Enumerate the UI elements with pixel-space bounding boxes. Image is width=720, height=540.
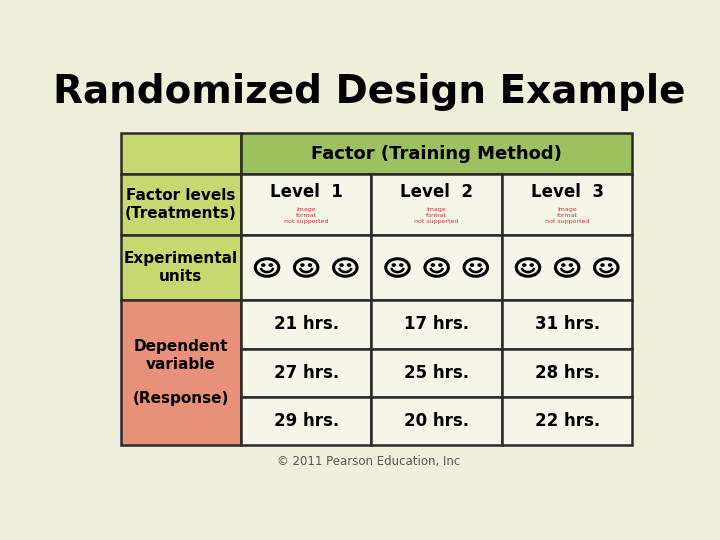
Text: Dependent
variable

(Response): Dependent variable (Response) [132,339,229,407]
FancyBboxPatch shape [121,235,241,300]
FancyBboxPatch shape [372,397,502,445]
Text: Level  2: Level 2 [400,183,473,201]
Text: Randomized Design Example: Randomized Design Example [53,73,685,111]
FancyBboxPatch shape [241,349,372,397]
FancyBboxPatch shape [241,397,372,445]
FancyBboxPatch shape [241,174,372,235]
Text: 20 hrs.: 20 hrs. [404,412,469,430]
FancyBboxPatch shape [372,349,502,397]
Text: image
format
not supported: image format not supported [545,207,590,224]
Text: Level  1: Level 1 [270,183,343,201]
Text: image
format
not supported: image format not supported [284,207,328,224]
Circle shape [470,264,474,266]
Text: 31 hrs.: 31 hrs. [534,315,600,333]
FancyBboxPatch shape [121,300,241,446]
Circle shape [262,264,265,266]
Circle shape [439,264,442,266]
Text: Factor (Training Method): Factor (Training Method) [311,145,562,163]
Circle shape [530,264,534,266]
Circle shape [269,264,272,266]
Circle shape [570,264,572,266]
Text: 28 hrs.: 28 hrs. [534,364,600,382]
Circle shape [400,264,402,266]
Text: 27 hrs.: 27 hrs. [274,364,339,382]
FancyBboxPatch shape [502,349,632,397]
Circle shape [392,264,395,266]
FancyBboxPatch shape [241,235,372,300]
Text: Level  3: Level 3 [531,183,603,201]
Circle shape [431,264,434,266]
FancyBboxPatch shape [372,235,502,300]
FancyBboxPatch shape [121,133,241,174]
Text: 25 hrs.: 25 hrs. [404,364,469,382]
Circle shape [562,264,565,266]
Text: © 2011 Pearson Education, Inc: © 2011 Pearson Education, Inc [277,455,461,468]
Text: 21 hrs.: 21 hrs. [274,315,338,333]
Circle shape [348,264,351,266]
Circle shape [478,264,481,266]
Text: Experimental
units: Experimental units [124,251,238,284]
FancyBboxPatch shape [502,174,632,235]
Circle shape [340,264,343,266]
FancyBboxPatch shape [502,300,632,349]
Text: 22 hrs.: 22 hrs. [534,412,600,430]
FancyBboxPatch shape [121,174,241,235]
Circle shape [308,264,312,266]
FancyBboxPatch shape [372,174,502,235]
Text: 29 hrs.: 29 hrs. [274,412,339,430]
FancyBboxPatch shape [372,300,502,349]
FancyBboxPatch shape [241,133,632,174]
Text: image
format
not supported: image format not supported [415,207,459,224]
Circle shape [301,264,304,266]
FancyBboxPatch shape [502,235,632,300]
Circle shape [601,264,604,266]
Text: 17 hrs.: 17 hrs. [404,315,469,333]
FancyBboxPatch shape [502,397,632,445]
Circle shape [608,264,611,266]
Circle shape [523,264,526,266]
Text: Factor levels
(Treatments): Factor levels (Treatments) [125,188,237,220]
FancyBboxPatch shape [241,300,372,349]
